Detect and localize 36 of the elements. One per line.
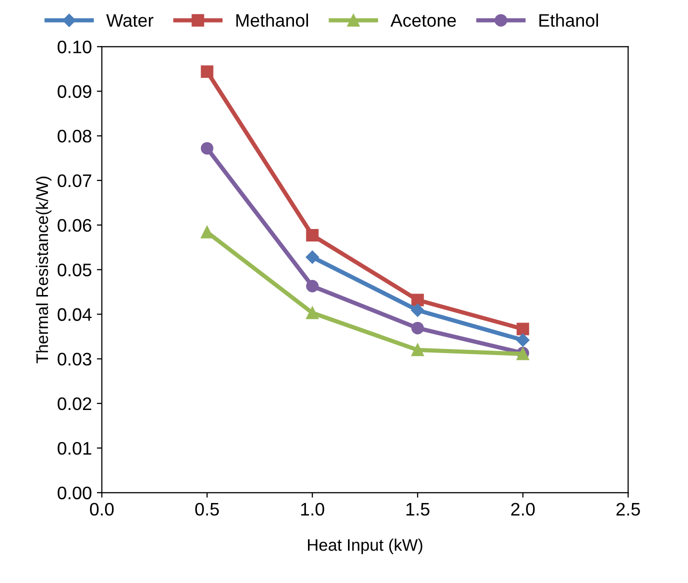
y-tick-label: 0.01 — [58, 442, 92, 455]
point — [411, 322, 424, 334]
x-tick-label: 0.0 — [90, 502, 114, 516]
point — [306, 306, 319, 320]
x-axis-title: Heat Input (kW) — [308, 538, 422, 554]
point — [306, 250, 319, 264]
legend-label: Ethanol — [539, 14, 598, 27]
legend-label: Methanol — [236, 14, 308, 27]
y-tick-label: 0.10 — [58, 40, 92, 54]
y-tick-label: 0.05 — [58, 264, 92, 276]
point — [200, 226, 214, 238]
y-tick-label: 0.03 — [58, 352, 92, 366]
y-axis-title: Thermal Resistance(k/W) — [36, 176, 52, 364]
x-tick-label: 0.5 — [195, 502, 219, 516]
point — [200, 65, 214, 78]
point — [516, 334, 530, 347]
point — [516, 322, 530, 336]
point — [411, 344, 424, 356]
point — [200, 142, 214, 155]
y-tick-label: 0.06 — [58, 218, 92, 232]
point — [411, 294, 424, 306]
x-tick-label: 2.0 — [511, 502, 535, 516]
legend-label: Acetone — [390, 14, 456, 27]
y-tick-label: 0.08 — [58, 130, 92, 143]
x-tick-label: 2.5 — [616, 502, 640, 516]
legend-label: Water — [106, 14, 154, 27]
x-tick-label: 1.5 — [406, 503, 430, 516]
y-tick-label: 0.07 — [58, 174, 92, 188]
y-tick-label: 0.04 — [58, 308, 92, 321]
point — [306, 229, 319, 242]
point — [411, 304, 424, 317]
y-tick-label: 0.09 — [58, 85, 92, 98]
y-tick-label: 0.02 — [58, 397, 92, 410]
point — [306, 280, 319, 292]
y-tick-label: 0.00 — [58, 486, 92, 500]
x-tick-label: 1.0 — [301, 502, 324, 516]
